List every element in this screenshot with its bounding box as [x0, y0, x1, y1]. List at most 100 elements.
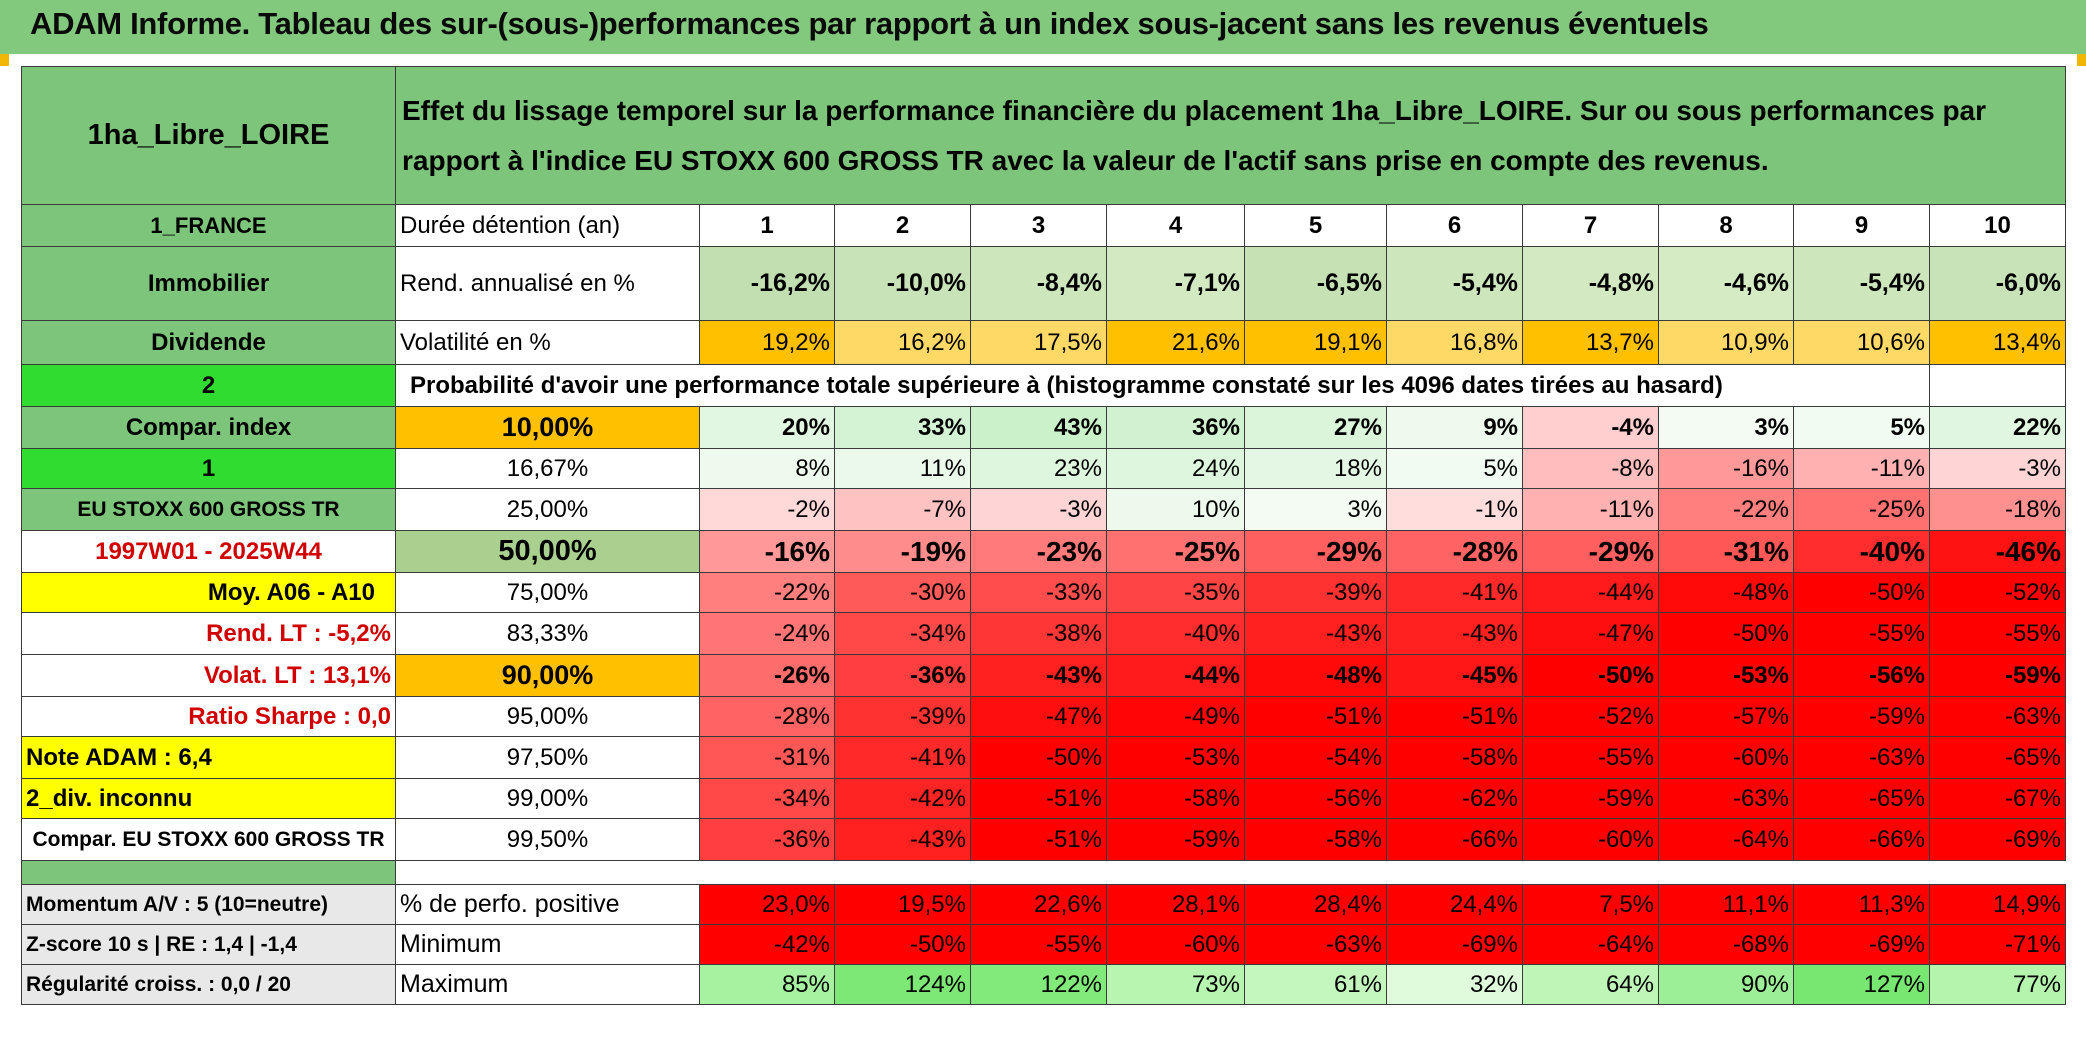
- vol-value: 10,9%: [1658, 320, 1794, 365]
- max-value: 90%: [1658, 964, 1794, 1005]
- min-value: -63%: [1244, 924, 1387, 965]
- percentile-value: 3%: [1244, 488, 1387, 531]
- percentile-label: 50,00%: [395, 530, 700, 573]
- corner-marker: [0, 54, 9, 66]
- percentile-value: 5%: [1386, 448, 1523, 489]
- compar-full-label: Compar. EU STOXX 600 GROSS TR: [21, 818, 396, 861]
- sharpe-label: Ratio Sharpe : 0,0: [21, 696, 396, 737]
- income-label: Dividende: [21, 320, 396, 365]
- percentile-value: -33%: [970, 572, 1107, 613]
- spacer-cell: [396, 861, 2066, 885]
- percentile-value: -60%: [1522, 818, 1659, 861]
- percentile-value: -18%: [1929, 488, 2066, 531]
- percentile-value: -36%: [699, 818, 835, 861]
- year-header: 8: [1658, 204, 1794, 247]
- percentile-value: -57%: [1658, 696, 1794, 737]
- percentile-value: -50%: [1658, 612, 1794, 655]
- index-name: EU STOXX 600 GROSS TR: [21, 488, 396, 531]
- empty-cell: [1793, 364, 1930, 407]
- percentile-value: 20%: [699, 406, 835, 449]
- min-value: -42%: [699, 924, 835, 965]
- percentile-value: -25%: [1106, 530, 1245, 573]
- duration-label: Durée détention (an): [395, 204, 700, 247]
- percentile-value: -62%: [1386, 778, 1523, 819]
- percentile-label: 25,00%: [395, 488, 700, 531]
- pos-value: 28,1%: [1106, 884, 1245, 925]
- title-bar: [0, 0, 2086, 54]
- vol-value: 16,8%: [1386, 320, 1523, 365]
- percentile-value: 22%: [1929, 406, 2066, 449]
- percentile-value: 18%: [1244, 448, 1387, 489]
- pos-value: 11,3%: [1793, 884, 1930, 925]
- rend-value: -6,5%: [1244, 246, 1387, 321]
- percentile-value: -44%: [1106, 654, 1245, 697]
- div-label: 2_div. inconnu: [21, 778, 396, 819]
- percentile-value: -11%: [1793, 448, 1930, 489]
- percentile-value: -28%: [699, 696, 835, 737]
- percentile-value: -1%: [1386, 488, 1523, 531]
- percentile-value: -43%: [1244, 612, 1387, 655]
- percentile-label: 10,00%: [395, 406, 700, 449]
- max-value: 122%: [970, 964, 1107, 1005]
- percentile-value: -11%: [1522, 488, 1659, 531]
- percentile-value: -63%: [1929, 696, 2066, 737]
- percentile-value: 36%: [1106, 406, 1245, 449]
- percentile-value: -54%: [1244, 736, 1387, 779]
- percentile-label: 83,33%: [395, 612, 700, 655]
- percentile-label: 16,67%: [395, 448, 700, 489]
- percentile-value: -59%: [1929, 654, 2066, 697]
- min-value: -55%: [970, 924, 1107, 965]
- percentile-value: -59%: [1793, 696, 1930, 737]
- percentile-value: -39%: [834, 696, 971, 737]
- percentile-value: -48%: [1658, 572, 1794, 613]
- percentile-value: -29%: [1244, 530, 1387, 573]
- pos-value: 28,4%: [1244, 884, 1387, 925]
- vol-value: 21,6%: [1106, 320, 1245, 365]
- percentile-value: -45%: [1386, 654, 1523, 697]
- max-value: 127%: [1793, 964, 1930, 1005]
- description: Effet du lissage temporel sur la perform…: [395, 66, 2066, 205]
- code-2: 2: [21, 364, 396, 407]
- percentile-value: -49%: [1106, 696, 1245, 737]
- percentile-value: -69%: [1929, 818, 2066, 861]
- percentile-value: -22%: [1658, 488, 1794, 531]
- max-value: 85%: [699, 964, 835, 1005]
- empty-cell: [1929, 364, 2066, 407]
- percentile-value: -66%: [1793, 818, 1930, 861]
- percentile-value: 23%: [970, 448, 1107, 489]
- percentile-value: -31%: [1658, 530, 1794, 573]
- percentile-label: 90,00%: [395, 654, 700, 697]
- pos-label: % de perfo. positive: [395, 884, 700, 925]
- percentile-value: -47%: [970, 696, 1107, 737]
- min-value: -69%: [1793, 924, 1930, 965]
- percentile-value: -58%: [1386, 736, 1523, 779]
- zscore-label: Z-score 10 s | RE : 1,4 | -1,4: [21, 924, 396, 965]
- percentile-value: -47%: [1522, 612, 1659, 655]
- corner-marker: [2077, 54, 2086, 66]
- rend-value: -4,8%: [1522, 246, 1659, 321]
- pos-value: 7,5%: [1522, 884, 1659, 925]
- category-label: Immobilier: [21, 246, 396, 321]
- percentile-value: -63%: [1793, 736, 1930, 779]
- percentile-label: 99,50%: [395, 818, 700, 861]
- percentile-value: -51%: [1244, 696, 1387, 737]
- vol-value: 16,2%: [834, 320, 971, 365]
- vol-value: 19,1%: [1244, 320, 1387, 365]
- percentile-label: 95,00%: [395, 696, 700, 737]
- percentile-value: 11%: [834, 448, 971, 489]
- percentile-label: 99,00%: [395, 778, 700, 819]
- momentum-label: Momentum A/V : 5 (10=neutre): [21, 884, 396, 925]
- year-header: 1: [699, 204, 835, 247]
- percentile-value: -64%: [1658, 818, 1794, 861]
- vol-value: 13,7%: [1522, 320, 1659, 365]
- min-value: -69%: [1386, 924, 1523, 965]
- percentile-value: -40%: [1106, 612, 1245, 655]
- year-header: 2: [834, 204, 971, 247]
- percentile-value: -29%: [1522, 530, 1659, 573]
- percentile-value: -25%: [1793, 488, 1930, 531]
- percentile-value: -41%: [834, 736, 971, 779]
- rend-label: Rend. annualisé en %: [395, 246, 700, 321]
- percentile-value: -4%: [1522, 406, 1659, 449]
- percentile-value: -35%: [1106, 572, 1245, 613]
- max-value: 73%: [1106, 964, 1245, 1005]
